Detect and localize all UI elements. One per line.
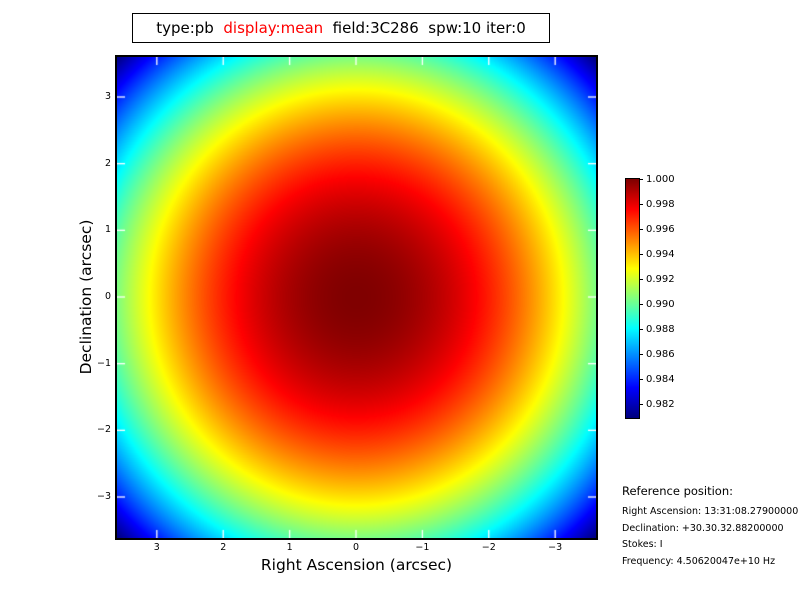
x-tick-label: −3 xyxy=(548,542,563,553)
colorbar-tick-mark xyxy=(639,353,643,355)
colorbar-tick-label: 0.992 xyxy=(646,273,675,285)
reference-stokes: Stokes: I xyxy=(622,539,663,550)
title-segment: display:mean xyxy=(223,19,324,37)
heatmap-plot-frame xyxy=(115,55,598,540)
y-tick-label: −1 xyxy=(96,357,111,369)
colorbar-tick-label: 0.984 xyxy=(646,373,675,385)
reference-declination: Declination: +30.30.32.88200000 xyxy=(622,522,784,534)
reference-title: Reference position: xyxy=(622,484,733,498)
x-axis-label: Right Ascension (arcsec) xyxy=(260,556,453,574)
y-tick-label: 1 xyxy=(104,224,111,236)
title-segment: type:pb xyxy=(156,19,224,37)
y-tick-label: −2 xyxy=(96,424,111,436)
colorbar-tick-mark xyxy=(639,253,643,255)
colorbar-tick-mark xyxy=(639,178,643,180)
colorbar-tick-label: 1.000 xyxy=(646,173,675,185)
x-tick-label: 0 xyxy=(352,542,360,553)
reference-position-block: Reference position: Right Ascension: 13:… xyxy=(622,484,799,572)
colorbar-tick-mark xyxy=(639,303,643,305)
colorbar-tick-label: 0.994 xyxy=(646,248,675,260)
y-tick-label: 2 xyxy=(104,157,111,169)
colorbar-tick-label: 0.986 xyxy=(646,348,675,360)
y-tick-label: −3 xyxy=(96,491,111,502)
y-tick-label: 3 xyxy=(104,91,111,102)
colorbar-tick-mark xyxy=(639,328,643,330)
x-tick-label: −2 xyxy=(481,542,496,553)
reference-frequency: Frequency: 4.50620047e+10 Hz xyxy=(622,555,776,567)
colorbar-tick-label: 0.990 xyxy=(646,298,675,310)
colorbar-tick-label: 0.988 xyxy=(646,323,675,335)
colorbar-tick-label: 0.996 xyxy=(646,223,675,235)
colorbar-gradient xyxy=(626,179,639,418)
reference-right-ascension: Right Ascension: 13:31:08.27900000 xyxy=(622,506,799,517)
colorbar-tick-mark xyxy=(639,278,643,280)
x-tick-label: 2 xyxy=(220,542,227,553)
x-tick-label: 3 xyxy=(153,542,160,553)
colorbar xyxy=(625,178,640,419)
colorbar-tick-labels: 1.000 0.998 0.996 0.994 0.992 0.990 0.988 0.986… xyxy=(639,174,699,418)
x-axis-tick-labels: 3 2 1 0 −1 −2 −3 xyxy=(117,542,596,554)
primary-beam-image xyxy=(117,57,596,538)
colorbar-tick-mark xyxy=(639,403,643,405)
colorbar-tick-mark xyxy=(639,203,643,205)
colorbar-tick-label: 0.998 xyxy=(646,198,675,210)
colorbar-tick-label: 0.982 xyxy=(646,398,675,410)
y-tick-label: 0 xyxy=(104,291,111,302)
x-tick-label: 1 xyxy=(286,542,293,553)
y-axis-tick-labels: 3 2 1 0 −1 −2 −3 xyxy=(66,57,111,538)
plot-title-box: type:pb display:mean field:3C286 spw:10 … xyxy=(132,13,550,43)
title-segment: field:3C286 spw:10 iter:0 xyxy=(323,19,526,37)
colorbar-tick-mark xyxy=(639,378,643,380)
y-axis-label: Declination (arcsec) xyxy=(77,219,95,375)
x-tick-label: −1 xyxy=(415,542,430,553)
colorbar-tick-mark xyxy=(639,228,643,230)
